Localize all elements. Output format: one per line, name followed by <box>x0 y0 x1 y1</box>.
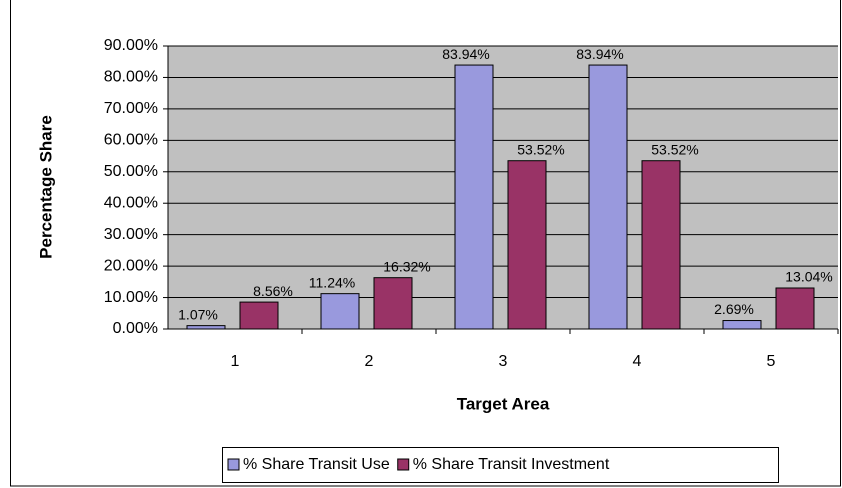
y-tick-label: 20.00% <box>104 257 158 274</box>
value-label: 83.94% <box>576 46 623 62</box>
value-label: 13.04% <box>785 269 832 285</box>
bar <box>454 64 494 330</box>
legend-swatch <box>397 458 410 471</box>
value-label: 53.52% <box>651 141 698 157</box>
plot-area <box>168 46 838 329</box>
bar <box>641 160 681 330</box>
value-label: 16.32% <box>383 258 430 274</box>
y-tick-label: 30.00% <box>104 226 158 243</box>
value-label: 83.94% <box>442 46 489 62</box>
x-tick-label: 1 <box>231 353 240 370</box>
y-tick-label: 0.00% <box>113 320 158 337</box>
x-tick-label: 5 <box>767 353 776 370</box>
value-label: 8.56% <box>253 283 293 299</box>
y-tick-label: 60.00% <box>104 132 158 149</box>
bar <box>722 320 762 330</box>
x-tick-label: 3 <box>499 353 508 370</box>
bar <box>775 287 815 330</box>
bar <box>320 293 360 330</box>
y-tick-label: 90.00% <box>104 37 158 54</box>
value-label: 53.52% <box>517 141 564 157</box>
y-tick-label: 50.00% <box>104 163 158 180</box>
bar <box>186 325 226 330</box>
y-tick-label: 40.00% <box>104 194 158 211</box>
legend-label: % Share Transit Use <box>243 456 390 473</box>
bar <box>373 277 413 330</box>
legend-label: % Share Transit Investment <box>413 456 610 473</box>
y-axis-title: Percentage Share <box>36 115 55 259</box>
y-tick-label: 10.00% <box>104 289 158 306</box>
bar <box>239 301 279 330</box>
bar <box>588 64 628 330</box>
x-tick-label: 4 <box>633 353 642 370</box>
value-label: 1.07% <box>178 306 218 322</box>
bar <box>507 160 547 330</box>
x-tick-label: 2 <box>365 353 374 370</box>
y-tick-label: 70.00% <box>104 100 158 117</box>
y-tick-label: 80.00% <box>104 69 158 86</box>
x-axis-title: Target Area <box>457 394 550 413</box>
legend <box>222 447 779 483</box>
legend-swatch <box>227 458 240 471</box>
value-label: 2.69% <box>714 301 754 317</box>
value-label: 11.24% <box>309 274 355 290</box>
